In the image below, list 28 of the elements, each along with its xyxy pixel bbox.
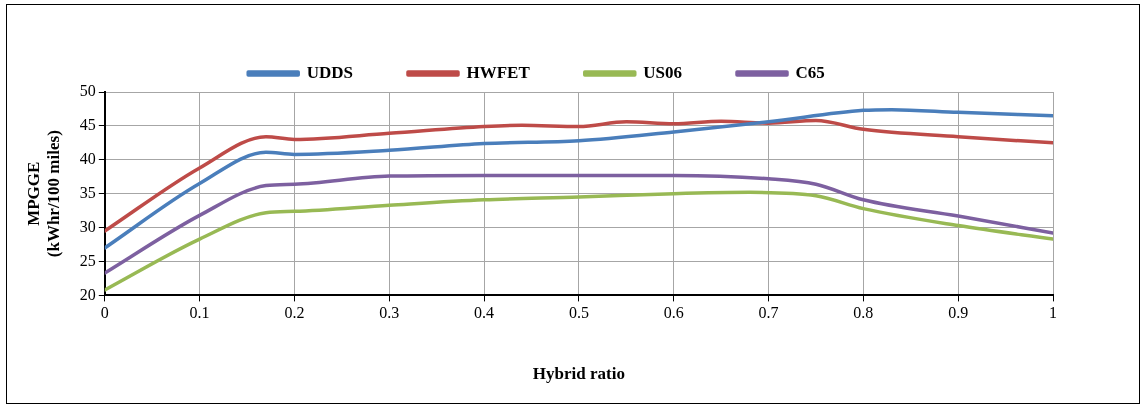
legend-label: HWFET (466, 62, 531, 82)
x-tick-label: 0.9 (948, 304, 969, 322)
x-tick-label: 0.4 (474, 304, 495, 322)
y-axis-title: MPGGE (kWhr/100 miles) (23, 130, 63, 258)
line-series (104, 118, 1053, 233)
x-tick-label: 0.5 (568, 304, 589, 322)
x-tick-label: 0 (100, 304, 109, 322)
legend-label: UDDS (306, 62, 354, 82)
y-tick-label: 20 (79, 285, 96, 303)
x-tick-label: 0.1 (189, 304, 210, 322)
y-tick-label: 30 (79, 217, 96, 235)
y-tick-label: 45 (79, 116, 96, 134)
line-series (104, 190, 1053, 292)
x-tick-label: 0.3 (379, 304, 400, 322)
y-tick-label: 40 (79, 150, 96, 167)
y-tick-label: 50 (79, 82, 96, 100)
y-tick-label: 35 (79, 183, 96, 201)
x-tick-label: 0.6 (663, 304, 684, 322)
x-tick-label: 0.7 (758, 304, 779, 322)
x-axis-title: Hybrid ratio (532, 364, 625, 384)
legend-label: C65 (795, 62, 825, 82)
line-series (104, 107, 1053, 250)
x-tick-label: 0.2 (284, 304, 305, 322)
y-tick-label: 25 (79, 251, 96, 269)
legend-label: US06 (643, 62, 683, 82)
x-tick-label: 0.8 (853, 304, 874, 322)
x-tick-label: 1 (1049, 304, 1057, 322)
line-series (104, 173, 1053, 275)
